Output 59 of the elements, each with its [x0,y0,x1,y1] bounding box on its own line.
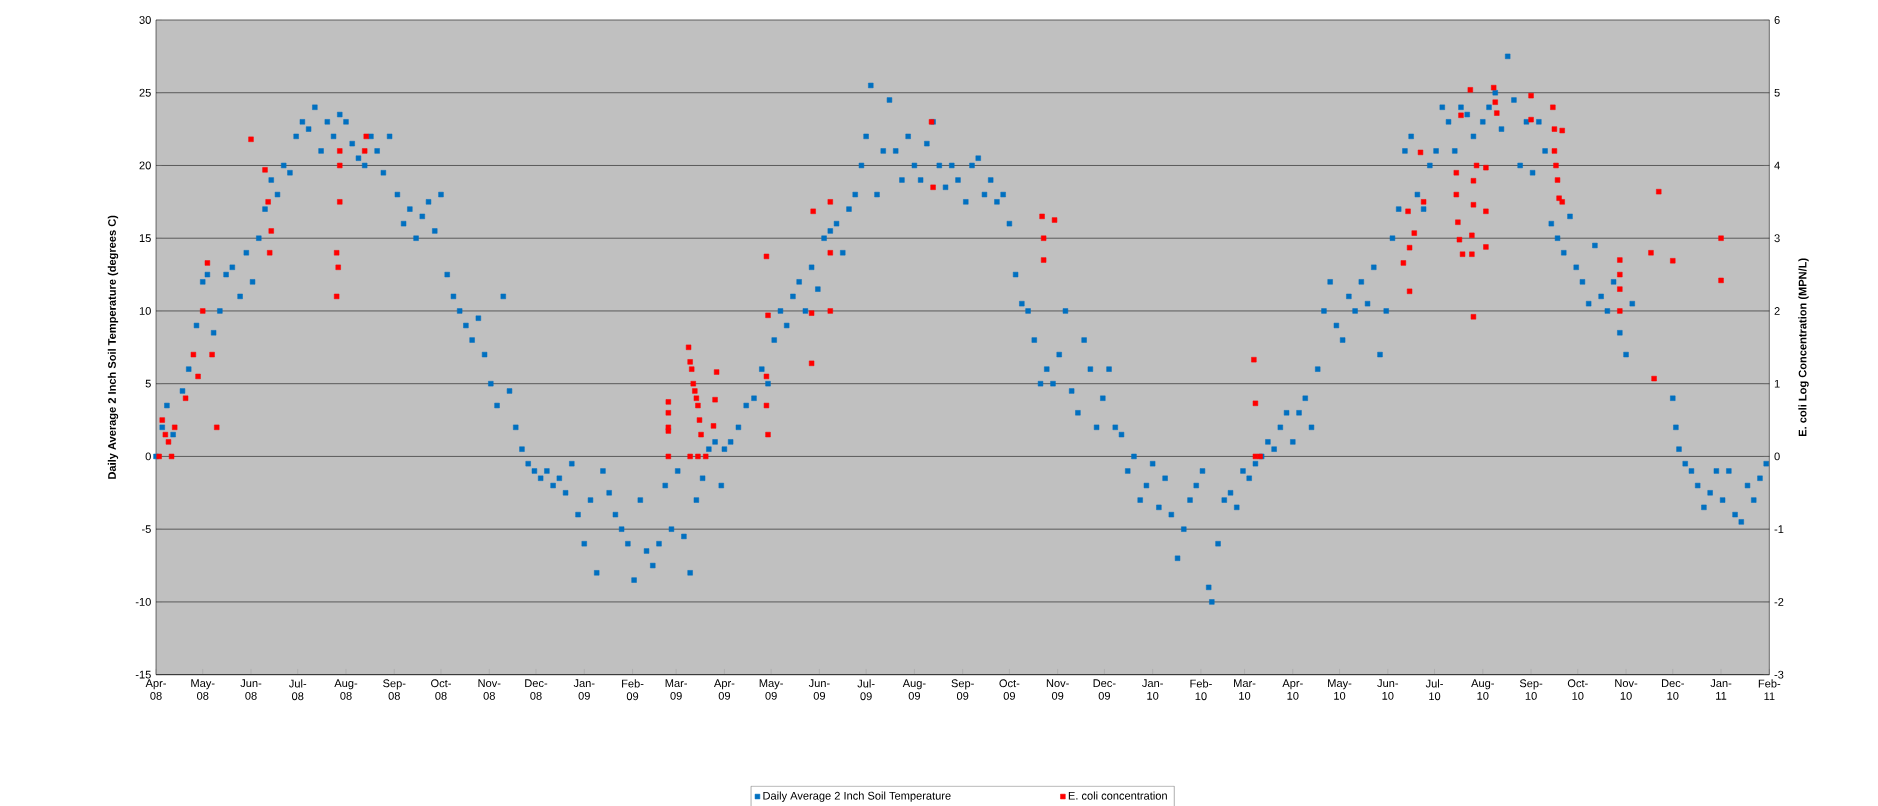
x-tick-label: Dec-09 [1093,679,1116,700]
x-tick-label: Sep-10 [1519,679,1543,700]
legend-label: Daily Average 2 Inch Soil Temperature [763,791,951,802]
y-tick-label: 5 [145,379,151,388]
x-tick-label: Jun-09 [808,679,830,700]
x-tick-label: Aug-10 [1471,679,1494,700]
x-tick-label: Mar-10 [1234,679,1256,700]
x-tick-label: May-08 [191,679,215,700]
x-tick-label: Jul-10 [1425,679,1443,701]
x-tick-label: Feb-11 [1758,679,1781,701]
y-axis-title: Daily Average 2 Inch Soil Temperature (degrees C) [107,215,119,479]
y-tick-label: -15 [135,670,151,679]
y2-tick-label: -2 [1774,598,1784,606]
y-tick-label: -5 [141,525,151,534]
y2-tick-label: 4 [1774,161,1780,170]
y2-axis-title: E. coli Log Concentration (MPN/L) [1798,258,1809,437]
x-tick-label: Aug-09 [902,679,926,700]
x-tick-label: Jul-09 [857,679,875,701]
x-tick-label: May-10 [1328,679,1352,700]
x-tick-label: Feb-10 [1190,679,1212,701]
y2-tick-label: 0 [1774,452,1780,461]
y-tick-label: 15 [139,234,151,243]
x-tick-label: Nov-09 [1046,679,1069,700]
x-tick-label: Nov-08 [478,679,501,700]
x-tick-label: Feb-09 [622,679,644,701]
legend-label: E. coli concentration [1068,791,1167,800]
x-tick-label: Aug-08 [334,679,358,700]
y2-tick-label: 6 [1774,16,1780,24]
x-tick-label: Oct-10 [1567,679,1588,700]
x-tick-label: Mar-09 [665,679,688,700]
x-tick-label: Oct-08 [431,679,451,700]
y2-tick-label: -3 [1774,670,1784,679]
y-tick-label: 25 [139,88,151,97]
x-tick-label: Jul-08 [288,679,307,701]
y-tick-label: 0 [145,452,151,461]
x-tick-label: Dec-08 [525,679,548,700]
x-tick-label: Jun-10 [1377,679,1399,700]
y-tick-label: -10 [135,598,151,606]
y2-tick-label: 3 [1774,234,1780,243]
y2-tick-label: 1 [1774,379,1780,388]
y-tick-label: 30 [139,16,151,24]
x-tick-label: Oct-09 [999,679,1020,700]
y-tick-label: 20 [139,161,151,170]
x-tick-label: Nov-10 [1615,679,1638,700]
y-tick-label: 10 [139,307,151,315]
x-tick-label: Sep-09 [951,679,974,700]
y2-tick-label: -1 [1774,525,1784,533]
y2-tick-label: 5 [1774,88,1780,97]
y2-tick-label: 2 [1774,307,1780,315]
x-tick-label: Dec-10 [1661,679,1684,700]
x-tick-label: Jan-11 [1710,679,1732,700]
x-tick-label: Jan-09 [573,679,595,700]
x-tick-label: May-09 [759,679,783,700]
x-tick-label: Sep-08 [383,679,406,700]
x-tick-label: Apr-10 [1282,679,1303,700]
x-tick-label: Apr-09 [713,679,735,700]
x-tick-label: Jun-08 [240,679,262,700]
x-tick-label: Jan-10 [1142,679,1163,700]
x-tick-label: Apr-08 [145,679,166,700]
